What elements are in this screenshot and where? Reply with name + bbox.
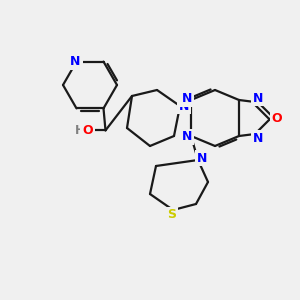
Text: N: N — [197, 152, 207, 164]
Text: H: H — [75, 124, 84, 137]
Text: N: N — [182, 130, 192, 143]
Text: N: N — [253, 131, 263, 145]
Text: N: N — [179, 100, 189, 112]
Text: O: O — [272, 112, 282, 124]
Text: S: S — [167, 208, 176, 221]
Text: O: O — [82, 124, 93, 137]
Text: N: N — [70, 55, 81, 68]
Text: N: N — [182, 92, 192, 106]
Text: N: N — [253, 92, 263, 104]
